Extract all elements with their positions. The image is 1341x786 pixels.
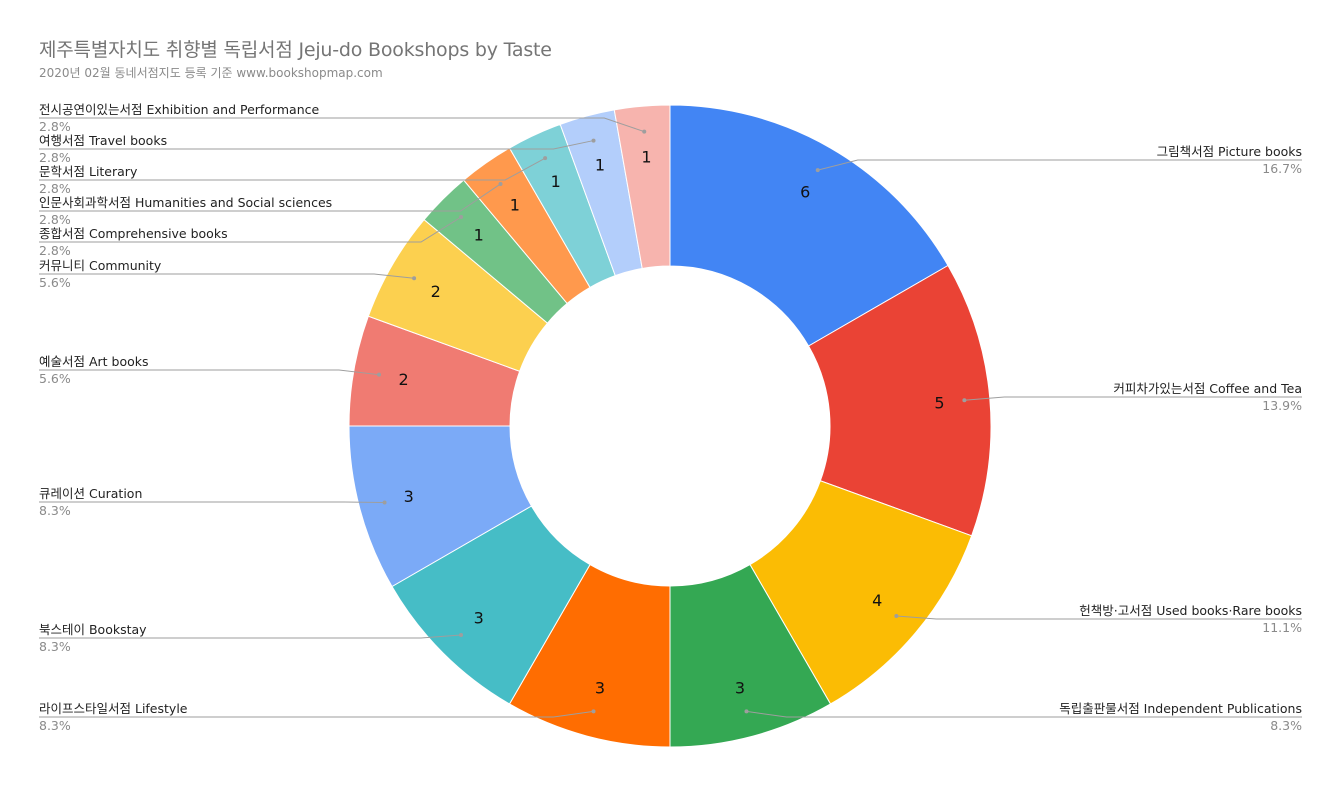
leader-dot [962, 398, 967, 403]
leader-dot [412, 276, 417, 281]
leader-line [39, 140, 594, 150]
leaders-layer [39, 117, 1302, 718]
values-layer: 6 5 4 3 3 3 3 2 2 1 1 1 1 1 [399, 148, 945, 698]
slice-percent-label: 2.8% [39, 119, 71, 134]
slice-value-label: 4 [872, 591, 882, 610]
slice-value-label: 3 [474, 608, 484, 627]
slice-percent-label: 8.3% [39, 639, 71, 654]
slice-name-label: 독립출판물서점 Independent Publications [1059, 701, 1302, 716]
slice-percent-label: 11.1% [1262, 620, 1302, 635]
slice-name-label: 커피차가있는서점 Coffee and Tea [1113, 381, 1302, 396]
leader-dot [498, 181, 503, 186]
slice-percent-label: 8.3% [1270, 718, 1302, 733]
slices-layer [348, 104, 992, 748]
slice-name-label: 문학서점 Literary [39, 164, 138, 179]
slice-value-label: 6 [800, 183, 810, 202]
leader-dot [543, 156, 548, 161]
slice-percent-label: 5.6% [39, 275, 71, 290]
slice-percent-label: 2.8% [39, 243, 71, 258]
slice-name-label: 그림책서점 Picture books [1157, 144, 1302, 159]
slice-name-label: 라이프스타일서점 Lifestyle [39, 701, 188, 716]
slice-name-label: 큐레이션 Curation [39, 486, 142, 501]
slice-percent-label: 8.3% [39, 503, 71, 518]
leader-line [39, 216, 462, 243]
leader-dot [591, 709, 596, 714]
slice-13[interactable] [613, 104, 671, 270]
slice-value-label: 1 [551, 172, 561, 191]
slice-value-label: 1 [595, 156, 605, 175]
slice-name-label: 인문사회과학서점 Humanities and Social sciences [39, 195, 332, 210]
leader-line [39, 117, 645, 133]
slice-percent-label: 2.8% [39, 181, 71, 196]
leader-line [896, 615, 1302, 620]
slice-value-label: 2 [399, 370, 409, 389]
slice-name-label: 북스테이 Bookstay [39, 622, 147, 637]
slice-name-label: 헌책방·고서점 Used books·Rare books [1079, 603, 1302, 618]
leader-line [39, 183, 501, 212]
slice-name-label: 커뮤니티 Community [39, 258, 162, 273]
slice-name-label: 여행서점 Travel books [39, 133, 167, 148]
slice-percent-label: 8.3% [39, 718, 71, 733]
leader-dot [815, 168, 820, 173]
leader-line [39, 273, 415, 279]
leader-line [746, 710, 1302, 718]
slice-name-label: 전시공연이있는서점 Exhibition and Performance [39, 102, 320, 117]
slice-value-label: 1 [474, 226, 484, 245]
leader-dot [591, 138, 596, 143]
leader-line [39, 710, 594, 718]
leader-dot [376, 372, 381, 377]
leader-line [39, 369, 380, 376]
slice-name-label: 예술서점 Art books [39, 354, 149, 369]
slice-percent-label: 2.8% [39, 150, 71, 165]
slice-value-label: 3 [595, 678, 605, 697]
slice-value-label: 1 [641, 148, 651, 167]
slice-percent-label: 13.9% [1262, 398, 1302, 413]
slice-value-label: 3 [404, 487, 414, 506]
chart-title: 제주특별자치도 취향별 독립서점 Jeju-do Bookshops by Ta… [39, 39, 552, 61]
leader-dot [459, 632, 464, 637]
leader-line [964, 396, 1302, 401]
leader-dot [894, 613, 899, 618]
chart-subtitle: 2020년 02월 동네서점지도 등록 기준 www.bookshopmap.c… [39, 66, 383, 80]
leader-dot [459, 215, 464, 220]
slice-percent-label: 5.6% [39, 371, 71, 386]
leader-line [39, 157, 546, 181]
leader-dot [642, 129, 647, 134]
leader-dot [744, 709, 749, 714]
slice-name-label: 종합서점 Comprehensive books [39, 226, 228, 241]
leader-line [817, 159, 1302, 171]
slice-value-label: 3 [735, 678, 745, 697]
slice-value-label: 2 [431, 282, 441, 301]
slice-0[interactable] [669, 104, 949, 347]
slice-percent-label: 2.8% [39, 212, 71, 227]
slice-2[interactable] [749, 480, 973, 705]
slice-value-label: 5 [934, 393, 944, 412]
leader-line [39, 634, 462, 639]
slice-1[interactable] [807, 264, 992, 537]
slice-percent-label: 16.7% [1262, 161, 1302, 176]
labels-layer: 그림책서점 Picture books 16.7% 커피차가있는서점 Coffee … [39, 102, 1302, 733]
leader-dot [382, 500, 387, 505]
slice-value-label: 1 [510, 195, 520, 214]
